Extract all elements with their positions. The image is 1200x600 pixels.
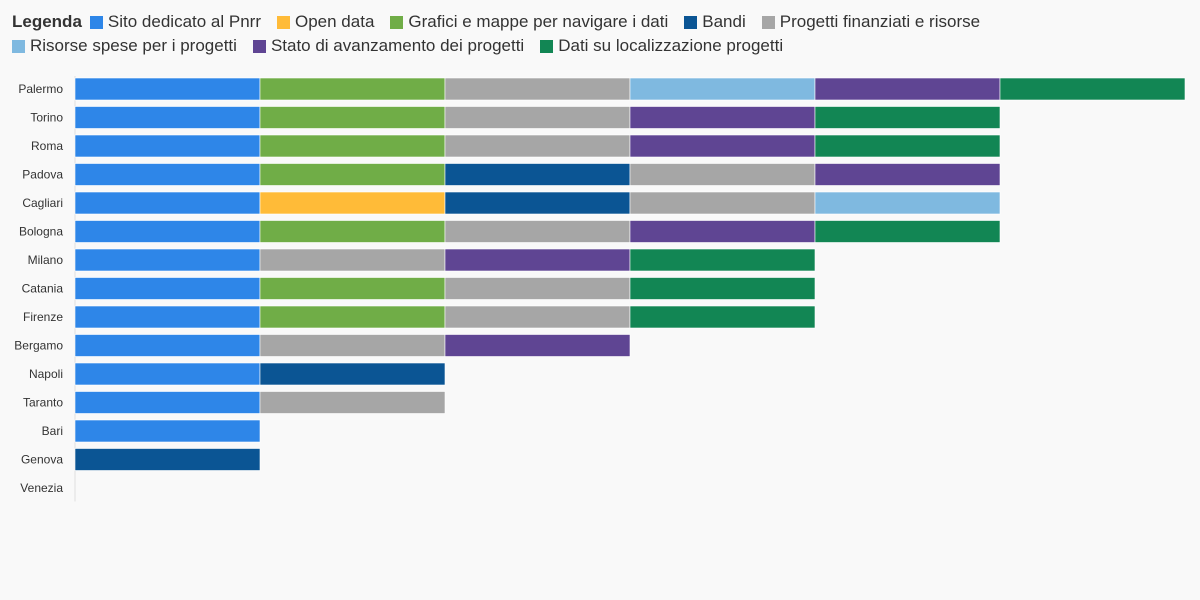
category-label: Torino bbox=[30, 111, 63, 125]
bar-segment[interactable] bbox=[259, 391, 446, 414]
legend-item[interactable]: Progetti finanziati e risorse bbox=[761, 12, 981, 32]
legend-swatch bbox=[540, 39, 554, 53]
bar-segment[interactable] bbox=[444, 163, 631, 186]
legend-label: Sito dedicato al Pnrr bbox=[107, 12, 261, 31]
bar-segment[interactable] bbox=[259, 163, 446, 186]
legend-item[interactable]: Dati su localizzazione progetti bbox=[540, 36, 783, 56]
legend-swatch bbox=[12, 39, 25, 53]
bar-segment[interactable] bbox=[629, 305, 816, 329]
bar-segment[interactable] bbox=[629, 106, 816, 129]
bar-segment[interactable] bbox=[444, 134, 631, 158]
legend-swatch bbox=[277, 15, 290, 29]
legend-item[interactable]: Grafici e mappe per navigare i dati bbox=[390, 12, 668, 32]
bar-segment[interactable] bbox=[259, 77, 446, 101]
legend-item[interactable]: Stato di avanzamento dei progetti bbox=[252, 36, 525, 56]
bar-segment[interactable] bbox=[814, 163, 1001, 186]
bar-segment[interactable] bbox=[814, 106, 1001, 129]
bar-segment[interactable] bbox=[74, 191, 261, 215]
category-label: Taranto bbox=[23, 396, 63, 410]
bar-segment[interactable] bbox=[259, 248, 446, 272]
legend: Legenda Sito dedicato al Pnrr Open data Gr… bbox=[12, 12, 1188, 56]
bar-segment[interactable] bbox=[259, 220, 446, 243]
category-label: Roma bbox=[31, 139, 63, 153]
bar-segment[interactable] bbox=[74, 220, 261, 243]
legend-label: Dati su localizzazione progetti bbox=[558, 36, 784, 55]
legend-title: Legenda bbox=[12, 12, 82, 31]
legend-swatch bbox=[761, 15, 775, 29]
bar-segment[interactable] bbox=[259, 334, 446, 357]
legend-label: Progetti finanziati e risorse bbox=[779, 12, 981, 31]
bar-segment[interactable] bbox=[814, 134, 1001, 158]
legend-item[interactable]: Sito dedicato al Pnrr bbox=[89, 12, 261, 32]
legend-label: Stato di avanzamento dei progetti bbox=[270, 36, 525, 55]
bar-segment[interactable] bbox=[629, 248, 816, 272]
category-label: Bari bbox=[42, 424, 63, 438]
bar-segment[interactable] bbox=[74, 134, 261, 158]
bar-segment[interactable] bbox=[259, 362, 446, 386]
bar-segment[interactable] bbox=[629, 134, 816, 158]
legend-label: Open data bbox=[295, 12, 375, 31]
bar-segment[interactable] bbox=[74, 419, 261, 443]
bar-segment[interactable] bbox=[74, 334, 261, 357]
bar-segment[interactable] bbox=[629, 77, 816, 101]
bar-segment[interactable] bbox=[74, 106, 261, 129]
legend-item[interactable]: Risorse spese per i progetti bbox=[12, 36, 237, 56]
bar-segment[interactable] bbox=[74, 277, 261, 300]
legend-swatch bbox=[390, 15, 404, 29]
legend-swatch bbox=[252, 39, 266, 53]
bar-segment[interactable] bbox=[814, 191, 1001, 215]
legend-label: Grafici e mappe per navigare i dati bbox=[408, 12, 669, 31]
category-label: Cagliari bbox=[22, 196, 63, 210]
bar-segment[interactable] bbox=[814, 77, 1001, 101]
legend-swatch bbox=[89, 15, 103, 29]
bar-segment[interactable] bbox=[629, 163, 816, 186]
bar-segment[interactable] bbox=[74, 163, 261, 186]
bar-segment[interactable] bbox=[444, 77, 631, 101]
bar-segment[interactable] bbox=[74, 248, 261, 272]
legend-label: Risorse spese per i progetti bbox=[30, 36, 237, 55]
category-label: Padova bbox=[22, 168, 63, 182]
category-label: Catania bbox=[22, 282, 64, 296]
bar-segment[interactable] bbox=[444, 220, 631, 243]
bar-segment[interactable] bbox=[999, 77, 1186, 101]
bar-segment[interactable] bbox=[444, 334, 631, 357]
bar-segment[interactable] bbox=[74, 77, 261, 101]
category-label: Milano bbox=[28, 253, 64, 267]
bar-segment[interactable] bbox=[444, 106, 631, 129]
category-label: Venezia bbox=[20, 481, 63, 495]
bar-segment[interactable] bbox=[444, 248, 631, 272]
bar-segment[interactable] bbox=[629, 277, 816, 300]
bar-segment[interactable] bbox=[629, 220, 816, 243]
category-label: Firenze bbox=[23, 310, 63, 324]
legend-swatch bbox=[684, 15, 698, 29]
bar-segment[interactable] bbox=[259, 191, 446, 215]
legend-label: Bandi bbox=[702, 12, 746, 31]
category-label: Napoli bbox=[29, 367, 63, 381]
bar-segment[interactable] bbox=[259, 277, 446, 300]
bar-segment[interactable] bbox=[259, 134, 446, 158]
bar-segment[interactable] bbox=[74, 362, 261, 386]
bar-segment[interactable] bbox=[74, 305, 261, 329]
bar-segment[interactable] bbox=[444, 305, 631, 329]
bar-segment[interactable] bbox=[259, 305, 446, 329]
bar-segment[interactable] bbox=[444, 191, 631, 215]
bar-segment[interactable] bbox=[74, 391, 261, 414]
category-label: Bologna bbox=[19, 225, 63, 239]
legend-item[interactable]: Bandi bbox=[684, 12, 746, 32]
bar-segment[interactable] bbox=[259, 106, 446, 129]
bar-segment[interactable] bbox=[444, 277, 631, 300]
category-label: Bergamo bbox=[14, 339, 63, 353]
bar-segment[interactable] bbox=[74, 448, 261, 471]
category-label: Palermo bbox=[18, 82, 63, 96]
bar-segment[interactable] bbox=[814, 220, 1001, 243]
category-label: Genova bbox=[21, 453, 63, 467]
bar-segment[interactable] bbox=[629, 191, 816, 215]
legend-item[interactable]: Open data bbox=[277, 12, 374, 32]
